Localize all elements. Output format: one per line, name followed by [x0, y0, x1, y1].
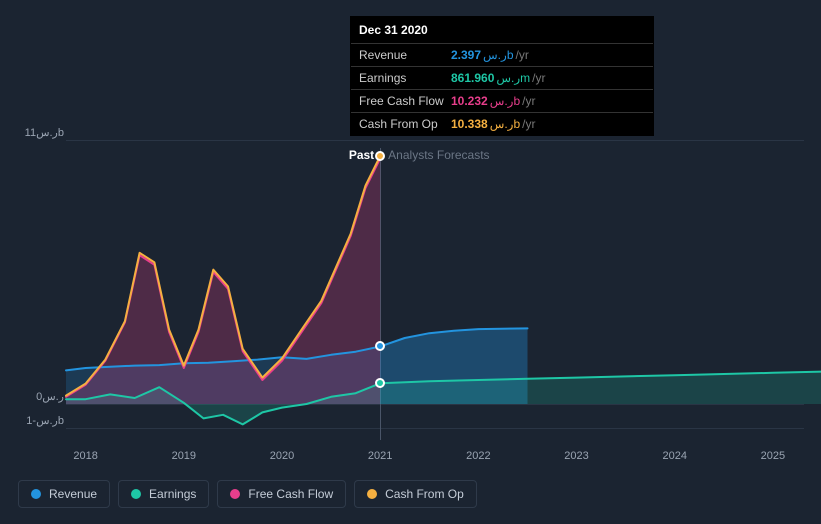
y-tick-label: ر.س11b [14, 126, 64, 139]
tooltip-metric-per: /yr [516, 48, 529, 62]
tooltip-metric-value: 10.338 [451, 117, 488, 131]
tooltip-metric-label: Free Cash Flow [359, 94, 451, 108]
tooltip-metric-unit: ر.سb [483, 48, 513, 62]
tooltip-metric-unit: ر.سb [490, 94, 520, 108]
legend-swatch [367, 489, 377, 499]
x-tick-label: 2021 [368, 450, 392, 462]
legend-item-cashFromOp[interactable]: Cash From Op [354, 480, 477, 508]
legend-label: Cash From Op [385, 487, 464, 501]
tooltip-metric-per: /yr [522, 94, 535, 108]
legend-swatch [131, 489, 141, 499]
x-tick-label: 2022 [466, 450, 490, 462]
legend: Revenue Earnings Free Cash Flow Cash From O… [18, 480, 477, 508]
tooltip-metric-value: 10.232 [451, 94, 488, 108]
x-tick-label: 2023 [564, 450, 588, 462]
tooltip-row: Revenue2.397ر.سb/yr [351, 43, 653, 66]
tooltip-row: Earnings861.960ر.سm/yr [351, 66, 653, 89]
x-tick-label: 2019 [172, 450, 196, 462]
legend-swatch [31, 489, 41, 499]
tooltip-metric-label: Revenue [359, 48, 451, 62]
legend-swatch [230, 489, 240, 499]
x-tick-label: 2018 [73, 450, 97, 462]
cursor-point-earnings [375, 378, 385, 388]
tooltip-metric-value: 861.960 [451, 71, 494, 85]
legend-item-freeCashFlow[interactable]: Free Cash Flow [217, 480, 346, 508]
tooltip-metric-value: 2.397 [451, 48, 481, 62]
financial-chart: ر.س11bر.س0ر.س-1b 20182019202020212022202… [18, 0, 804, 475]
legend-label: Earnings [149, 487, 196, 501]
legend-label: Free Cash Flow [248, 487, 333, 501]
legend-item-revenue[interactable]: Revenue [18, 480, 110, 508]
legend-label: Revenue [49, 487, 97, 501]
tooltip-date: Dec 31 2020 [351, 17, 653, 43]
x-tick-label: 2024 [662, 450, 686, 462]
tooltip-row: Free Cash Flow10.232ر.سb/yr [351, 89, 653, 112]
cursor-point-revenue [375, 341, 385, 351]
tooltip-metric-unit: ر.سm [496, 71, 530, 85]
cursor-point-cashFromOp [375, 151, 385, 161]
x-axis: 2018 2019 2020 2021 2022 2023 2024 2025 [66, 450, 804, 470]
tooltip-metric-per: /yr [532, 71, 545, 85]
tooltip-metric-label: Earnings [359, 71, 451, 85]
x-tick-label: 2020 [270, 450, 294, 462]
tooltip-metric-per: /yr [522, 117, 535, 131]
tooltip-row: Cash From Op10.338ر.سb/yr [351, 112, 653, 135]
tooltip: Dec 31 2020 Revenue2.397ر.سb/yrEarnings8… [350, 16, 654, 136]
x-tick-label: 2025 [761, 450, 785, 462]
tooltip-metric-label: Cash From Op [359, 117, 451, 131]
y-tick-label: ر.س-1b [14, 414, 64, 427]
tooltip-metric-unit: ر.سb [490, 117, 520, 131]
chart-plot[interactable] [66, 140, 821, 440]
legend-item-earnings[interactable]: Earnings [118, 480, 209, 508]
y-tick-label: ر.س0 [14, 390, 64, 403]
